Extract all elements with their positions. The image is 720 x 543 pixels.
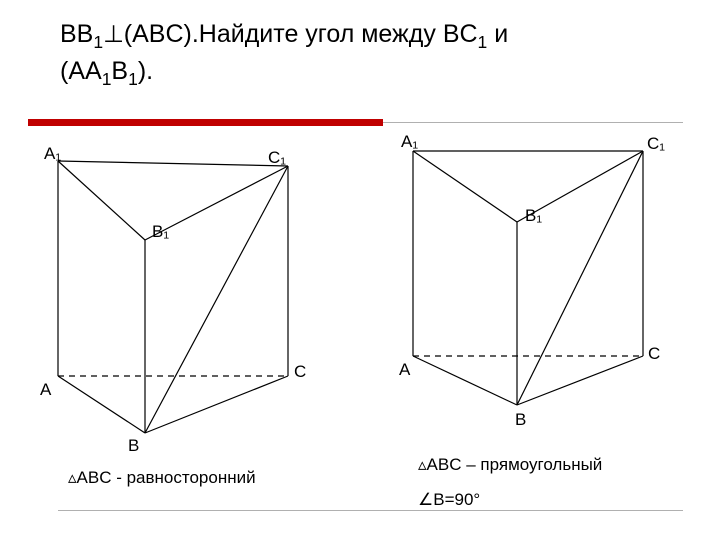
t1-post: и [487,20,508,48]
divider-gray [383,122,683,123]
problem-title: BB1⊥(ABC).Найдите угол между BC1 и (AA1B… [0,0,720,101]
label-C1-right: C₁ [647,134,665,154]
t1-sub1: 1 [93,32,103,52]
t1-mid: (ABC).Найдите угол между BC [124,20,478,48]
t2-post: ). [138,57,153,85]
t1-perp: ⊥ [103,21,124,48]
t1-pre: BB [60,20,93,48]
label-A-left: A [40,380,51,400]
t2-mid: B [111,57,128,85]
label-B1-left: B₁ [152,222,169,242]
divider-red [28,119,383,126]
label-A-right: A [399,360,410,380]
caption-left: ▵ABC - равносторонний [68,468,256,488]
prism-left-svg [40,140,350,460]
prism-right-svg [395,130,705,450]
label-B-left: B [128,436,139,456]
t2-pre: (AA [60,57,102,85]
label-A1-left: A₁ [44,144,61,164]
t2-sub2: 1 [128,69,138,89]
label-C-left: C [294,362,306,382]
divider-bottom [58,510,683,511]
label-B-right: B [515,410,526,430]
label-B1-right: B₁ [525,206,542,226]
label-A1-right: A₁ [401,132,418,152]
label-C1-left: C₁ [268,148,286,168]
caption-right1: ▵ABC – прямоугольный [418,455,602,475]
t2-sub1: 1 [102,69,112,89]
prism-right: A₁ C₁ B₁ A C B [395,130,705,450]
t1-sub2: 1 [478,32,488,52]
prism-left: A₁ C₁ B₁ A C B [40,140,350,460]
label-C-right: C [648,344,660,364]
caption-right2: ∠B=90° [418,490,480,510]
